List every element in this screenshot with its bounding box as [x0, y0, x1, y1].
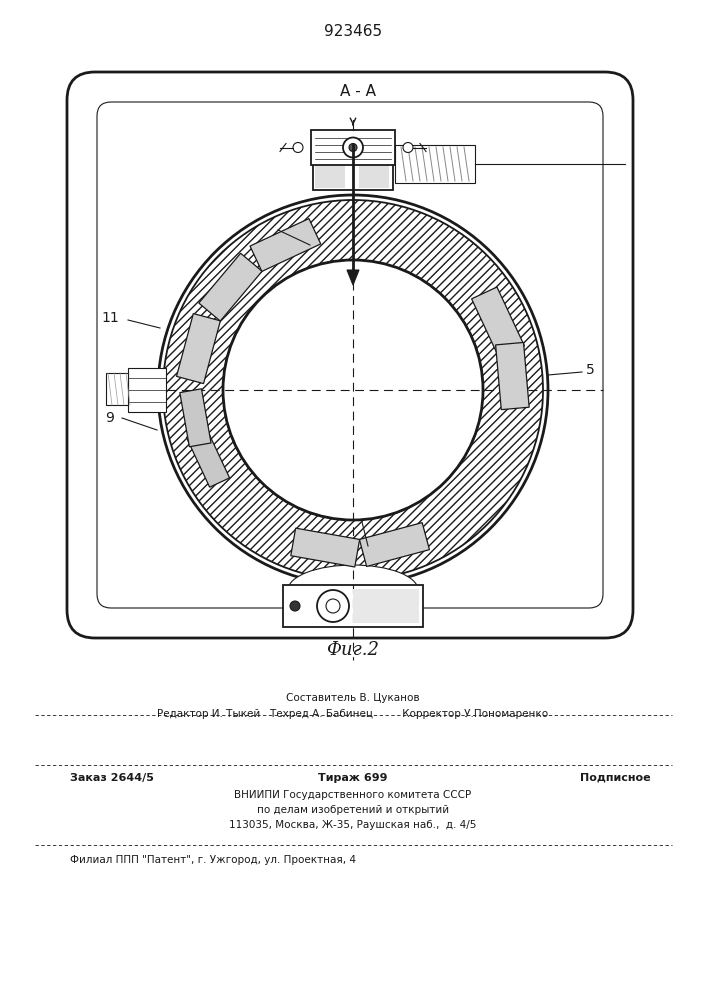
Text: Тираж 699: Тираж 699 — [318, 773, 387, 783]
Bar — [106, 373, 128, 405]
Text: Заказ 2644/5: Заказ 2644/5 — [70, 773, 154, 783]
Bar — [395, 145, 475, 183]
Polygon shape — [180, 389, 211, 447]
Bar — [128, 368, 166, 412]
Polygon shape — [199, 253, 262, 321]
Text: 10: 10 — [364, 548, 382, 562]
Polygon shape — [359, 523, 429, 566]
Text: 113035, Москва, Ж-35, Раушская наб.,  д. 4/5: 113035, Москва, Ж-35, Раушская наб., д. … — [229, 820, 477, 830]
Polygon shape — [177, 314, 221, 384]
Polygon shape — [496, 342, 529, 410]
Circle shape — [349, 143, 357, 151]
Ellipse shape — [288, 565, 418, 615]
Bar — [283, 585, 423, 627]
Text: 6: 6 — [261, 221, 269, 235]
Text: 9: 9 — [105, 411, 115, 425]
Bar — [353, 589, 419, 623]
Bar — [311, 130, 395, 165]
Text: 5: 5 — [585, 363, 595, 377]
Text: ВНИИПИ Государственного комитета СССР: ВНИИПИ Государственного комитета СССР — [235, 790, 472, 800]
Polygon shape — [291, 528, 360, 567]
Text: Филиал ППП "Патент", г. Ужгород, ул. Проектная, 4: Филиал ППП "Патент", г. Ужгород, ул. Про… — [70, 855, 356, 865]
Circle shape — [403, 142, 413, 152]
Wedge shape — [163, 200, 543, 580]
Polygon shape — [250, 219, 321, 271]
FancyBboxPatch shape — [67, 72, 633, 638]
Text: 923465: 923465 — [324, 24, 382, 39]
Circle shape — [317, 590, 349, 622]
Text: 11: 11 — [101, 311, 119, 325]
Circle shape — [158, 195, 548, 585]
Bar — [313, 145, 393, 190]
Bar — [315, 147, 345, 188]
Circle shape — [326, 599, 340, 613]
Circle shape — [290, 601, 300, 611]
Text: Составитель В. Цуканов: Составитель В. Цуканов — [286, 693, 420, 703]
Text: А - А: А - А — [340, 85, 376, 100]
Text: по делам изобретений и открытий: по делам изобретений и открытий — [257, 805, 449, 815]
Circle shape — [343, 137, 363, 157]
Polygon shape — [187, 428, 230, 487]
Circle shape — [223, 260, 483, 520]
Text: Редактор И. Тыкей   Техред А. Бабинец         Корректор У.Пономаренко: Редактор И. Тыкей Техред А. Бабинец Корр… — [158, 709, 549, 719]
Circle shape — [293, 142, 303, 152]
Polygon shape — [472, 287, 525, 358]
Bar — [359, 147, 389, 188]
Text: Фиг.2: Фиг.2 — [327, 641, 380, 659]
Polygon shape — [347, 270, 359, 285]
Text: Подписное: Подписное — [580, 773, 650, 783]
